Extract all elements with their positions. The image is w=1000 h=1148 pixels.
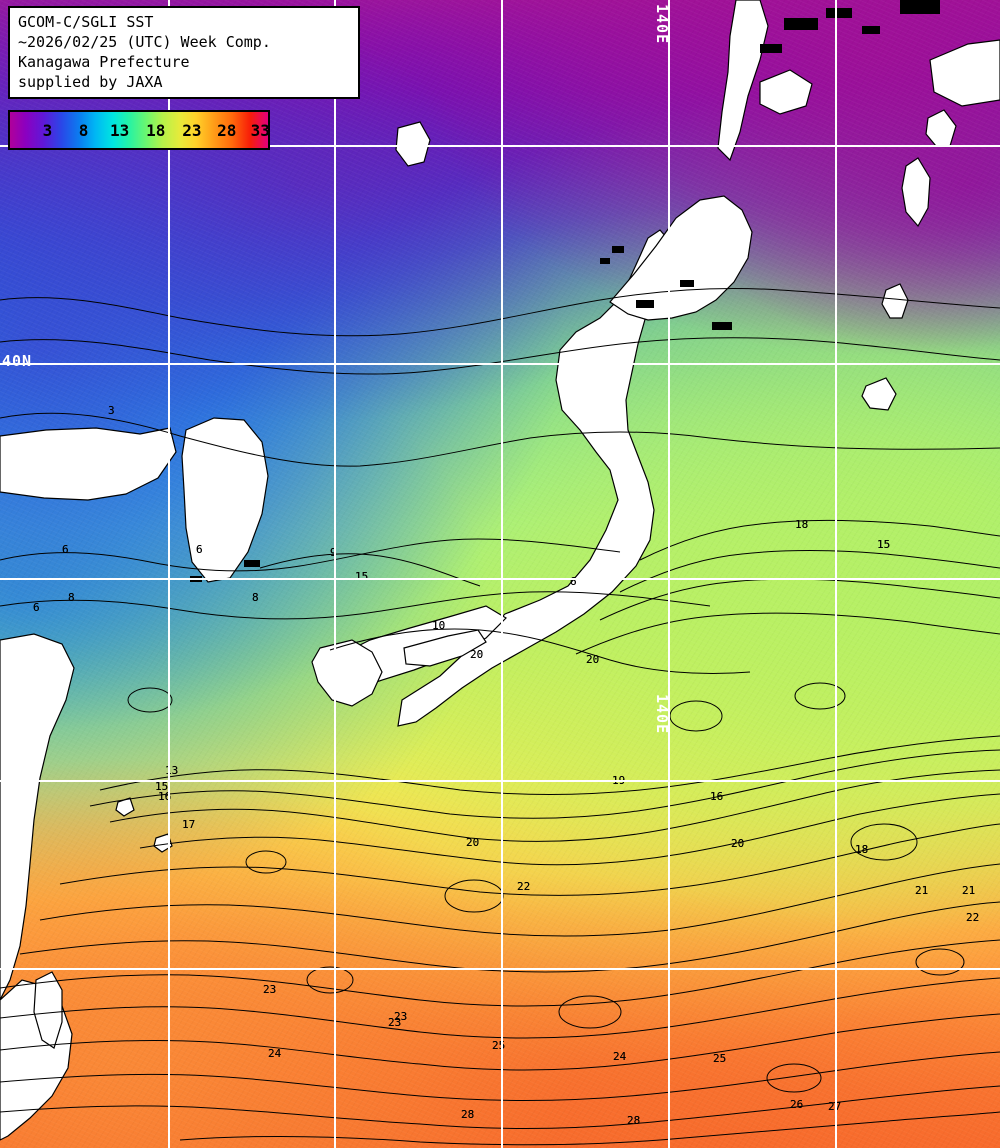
colorbar-tick-8: 8 <box>78 121 89 140</box>
title-line-date: ~2026/02/25 (UTC) Week Comp. <box>18 33 271 51</box>
colorbar-gradient <box>10 112 268 148</box>
title-line-supplier: supplied by JAXA <box>18 73 163 91</box>
title-box: GCOM-C/SGLI SST ~2026/02/25 (UTC) Week C… <box>8 6 360 99</box>
landmass-kuril-3 <box>925 109 957 147</box>
landmass-ne-china <box>0 427 177 501</box>
colorbar-tick-23: 23 <box>182 121 202 140</box>
colorbar-tick-3: 3 <box>42 121 53 140</box>
landmass-china-coast <box>0 633 75 1001</box>
colorbar-tick-28: 28 <box>217 121 237 140</box>
colorbar-tick-13: 13 <box>110 121 130 140</box>
colorbar-tick-labels: 3 8 13 18 23 28 33 <box>10 112 270 148</box>
landmass-ne-white-2 <box>759 69 813 115</box>
colorbar-tick-18: 18 <box>146 121 166 140</box>
landmass-korea <box>181 417 269 583</box>
title-line-product: GCOM-C/SGLI SST <box>18 13 154 31</box>
colorbar-tick-33: 33 <box>250 121 270 140</box>
landmass-ne-white-1 <box>929 39 1000 107</box>
landmass-kuril-4 <box>861 377 897 411</box>
landmass-sakhalin <box>717 0 769 162</box>
landmass-ryukyu-1 <box>153 833 173 853</box>
landmass-ryukyu-2 <box>115 797 135 817</box>
title-line-region: Kanagawa Prefecture <box>18 53 190 71</box>
sst-colorbar: 3 8 13 18 23 28 33 <box>8 110 270 150</box>
landmass-kuril-1 <box>901 157 931 228</box>
landmass-hokkaido <box>609 195 753 321</box>
landmass-kuril-2 <box>881 283 909 319</box>
landmass-sado <box>395 121 431 167</box>
